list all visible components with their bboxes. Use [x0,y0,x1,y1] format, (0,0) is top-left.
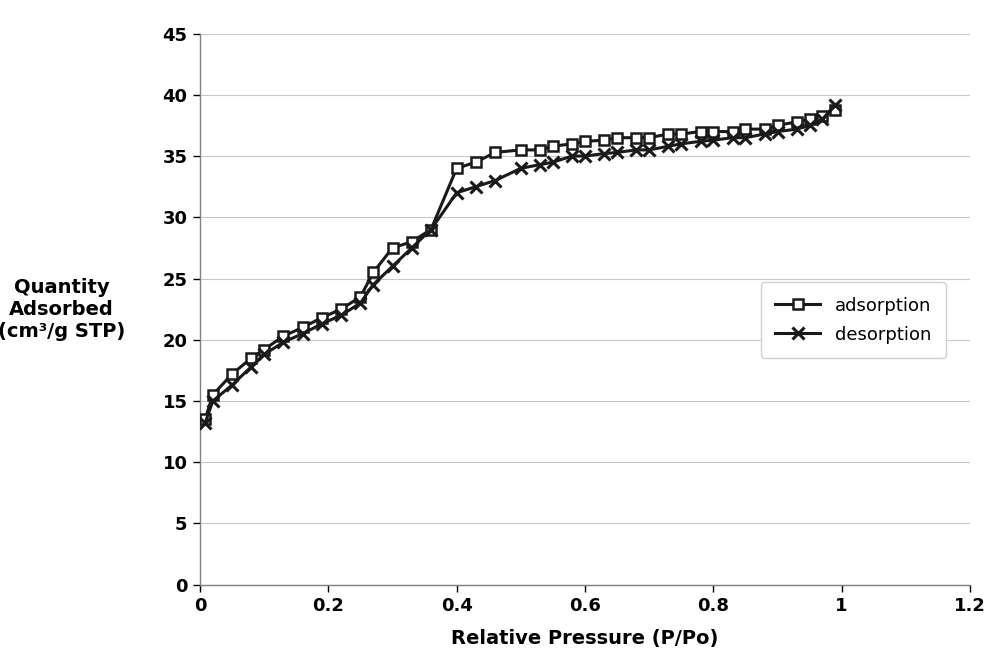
adsorption [579,137,591,145]
adsorption [534,146,546,154]
desorption [406,244,418,252]
desorption [277,338,289,346]
adsorption [386,244,398,252]
adsorption [727,128,739,136]
adsorption [598,136,610,144]
Line: adsorption: adsorption [200,105,840,424]
desorption [675,140,687,148]
adsorption [297,323,309,331]
desorption [630,146,642,154]
desorption [297,329,309,337]
desorption [354,299,366,307]
adsorption [816,112,828,120]
desorption [470,183,482,191]
adsorption [245,354,257,362]
desorption [547,158,559,166]
adsorption [406,238,418,246]
Line: desorption: desorption [200,99,841,429]
desorption [335,311,347,319]
adsorption [759,125,771,133]
desorption [727,134,739,142]
adsorption [515,146,527,154]
desorption [226,381,238,389]
adsorption [470,158,482,166]
adsorption [662,130,674,138]
adsorption [694,128,706,136]
desorption [386,262,398,270]
adsorption [643,134,655,142]
desorption [489,177,501,185]
adsorption [367,268,379,276]
desorption [611,149,623,157]
adsorption [425,226,437,234]
adsorption [258,345,270,353]
desorption [258,350,270,358]
X-axis label: Relative Pressure (P/Po): Relative Pressure (P/Po) [451,629,719,648]
desorption [451,189,463,197]
adsorption [335,305,347,313]
desorption [579,152,591,160]
adsorption [675,130,687,138]
desorption [829,101,841,109]
Text: Quantity
Adsorbed
(cm³/g STP): Quantity Adsorbed (cm³/g STP) [0,278,125,341]
adsorption [791,118,803,126]
desorption [207,397,219,405]
desorption [707,136,719,144]
adsorption [829,106,841,114]
desorption [598,150,610,158]
desorption [534,161,546,169]
desorption [367,281,379,289]
adsorption [226,370,238,378]
desorption [739,134,751,142]
desorption [643,146,655,154]
desorption [662,142,674,151]
adsorption [707,128,719,136]
adsorption [804,116,816,124]
desorption [772,128,784,136]
desorption [199,419,211,427]
adsorption [566,140,578,148]
desorption [694,137,706,145]
desorption [425,226,437,234]
adsorption [316,314,328,322]
adsorption [451,164,463,172]
desorption [245,363,257,371]
desorption [816,116,828,124]
desorption [804,122,816,130]
adsorption [630,134,642,142]
adsorption [277,332,289,340]
adsorption [207,391,219,399]
desorption [566,152,578,160]
desorption [316,320,328,328]
adsorption [739,125,751,133]
desorption [759,130,771,138]
desorption [515,164,527,172]
adsorption [199,415,211,423]
adsorption [354,293,366,301]
adsorption [611,134,623,142]
adsorption [772,122,784,130]
Legend: adsorption, desorption: adsorption, desorption [761,282,946,358]
adsorption [547,142,559,151]
desorption [791,125,803,133]
adsorption [489,149,501,157]
